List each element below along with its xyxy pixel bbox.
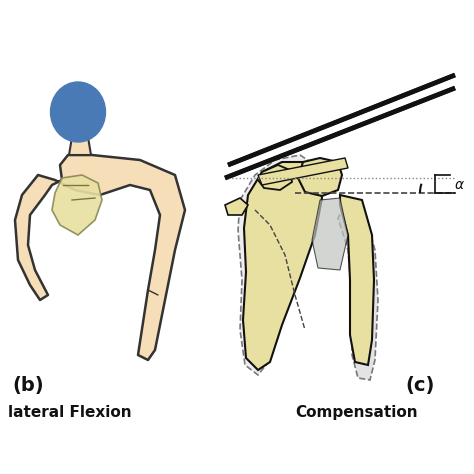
Polygon shape [298,158,342,196]
Text: lateral Flexion: lateral Flexion [8,405,132,420]
Polygon shape [243,162,322,370]
Text: Compensation: Compensation [295,405,418,420]
Polygon shape [258,165,292,190]
Text: (b): (b) [12,376,44,395]
Polygon shape [238,155,318,375]
Text: (c): (c) [405,376,434,395]
Ellipse shape [51,82,106,142]
Text: α: α [455,178,464,192]
Polygon shape [52,175,102,235]
Polygon shape [225,75,455,178]
Polygon shape [225,198,248,215]
Polygon shape [312,198,348,270]
Polygon shape [338,205,378,380]
Polygon shape [340,195,374,365]
Polygon shape [69,137,91,155]
Polygon shape [15,155,185,360]
Polygon shape [258,158,348,185]
